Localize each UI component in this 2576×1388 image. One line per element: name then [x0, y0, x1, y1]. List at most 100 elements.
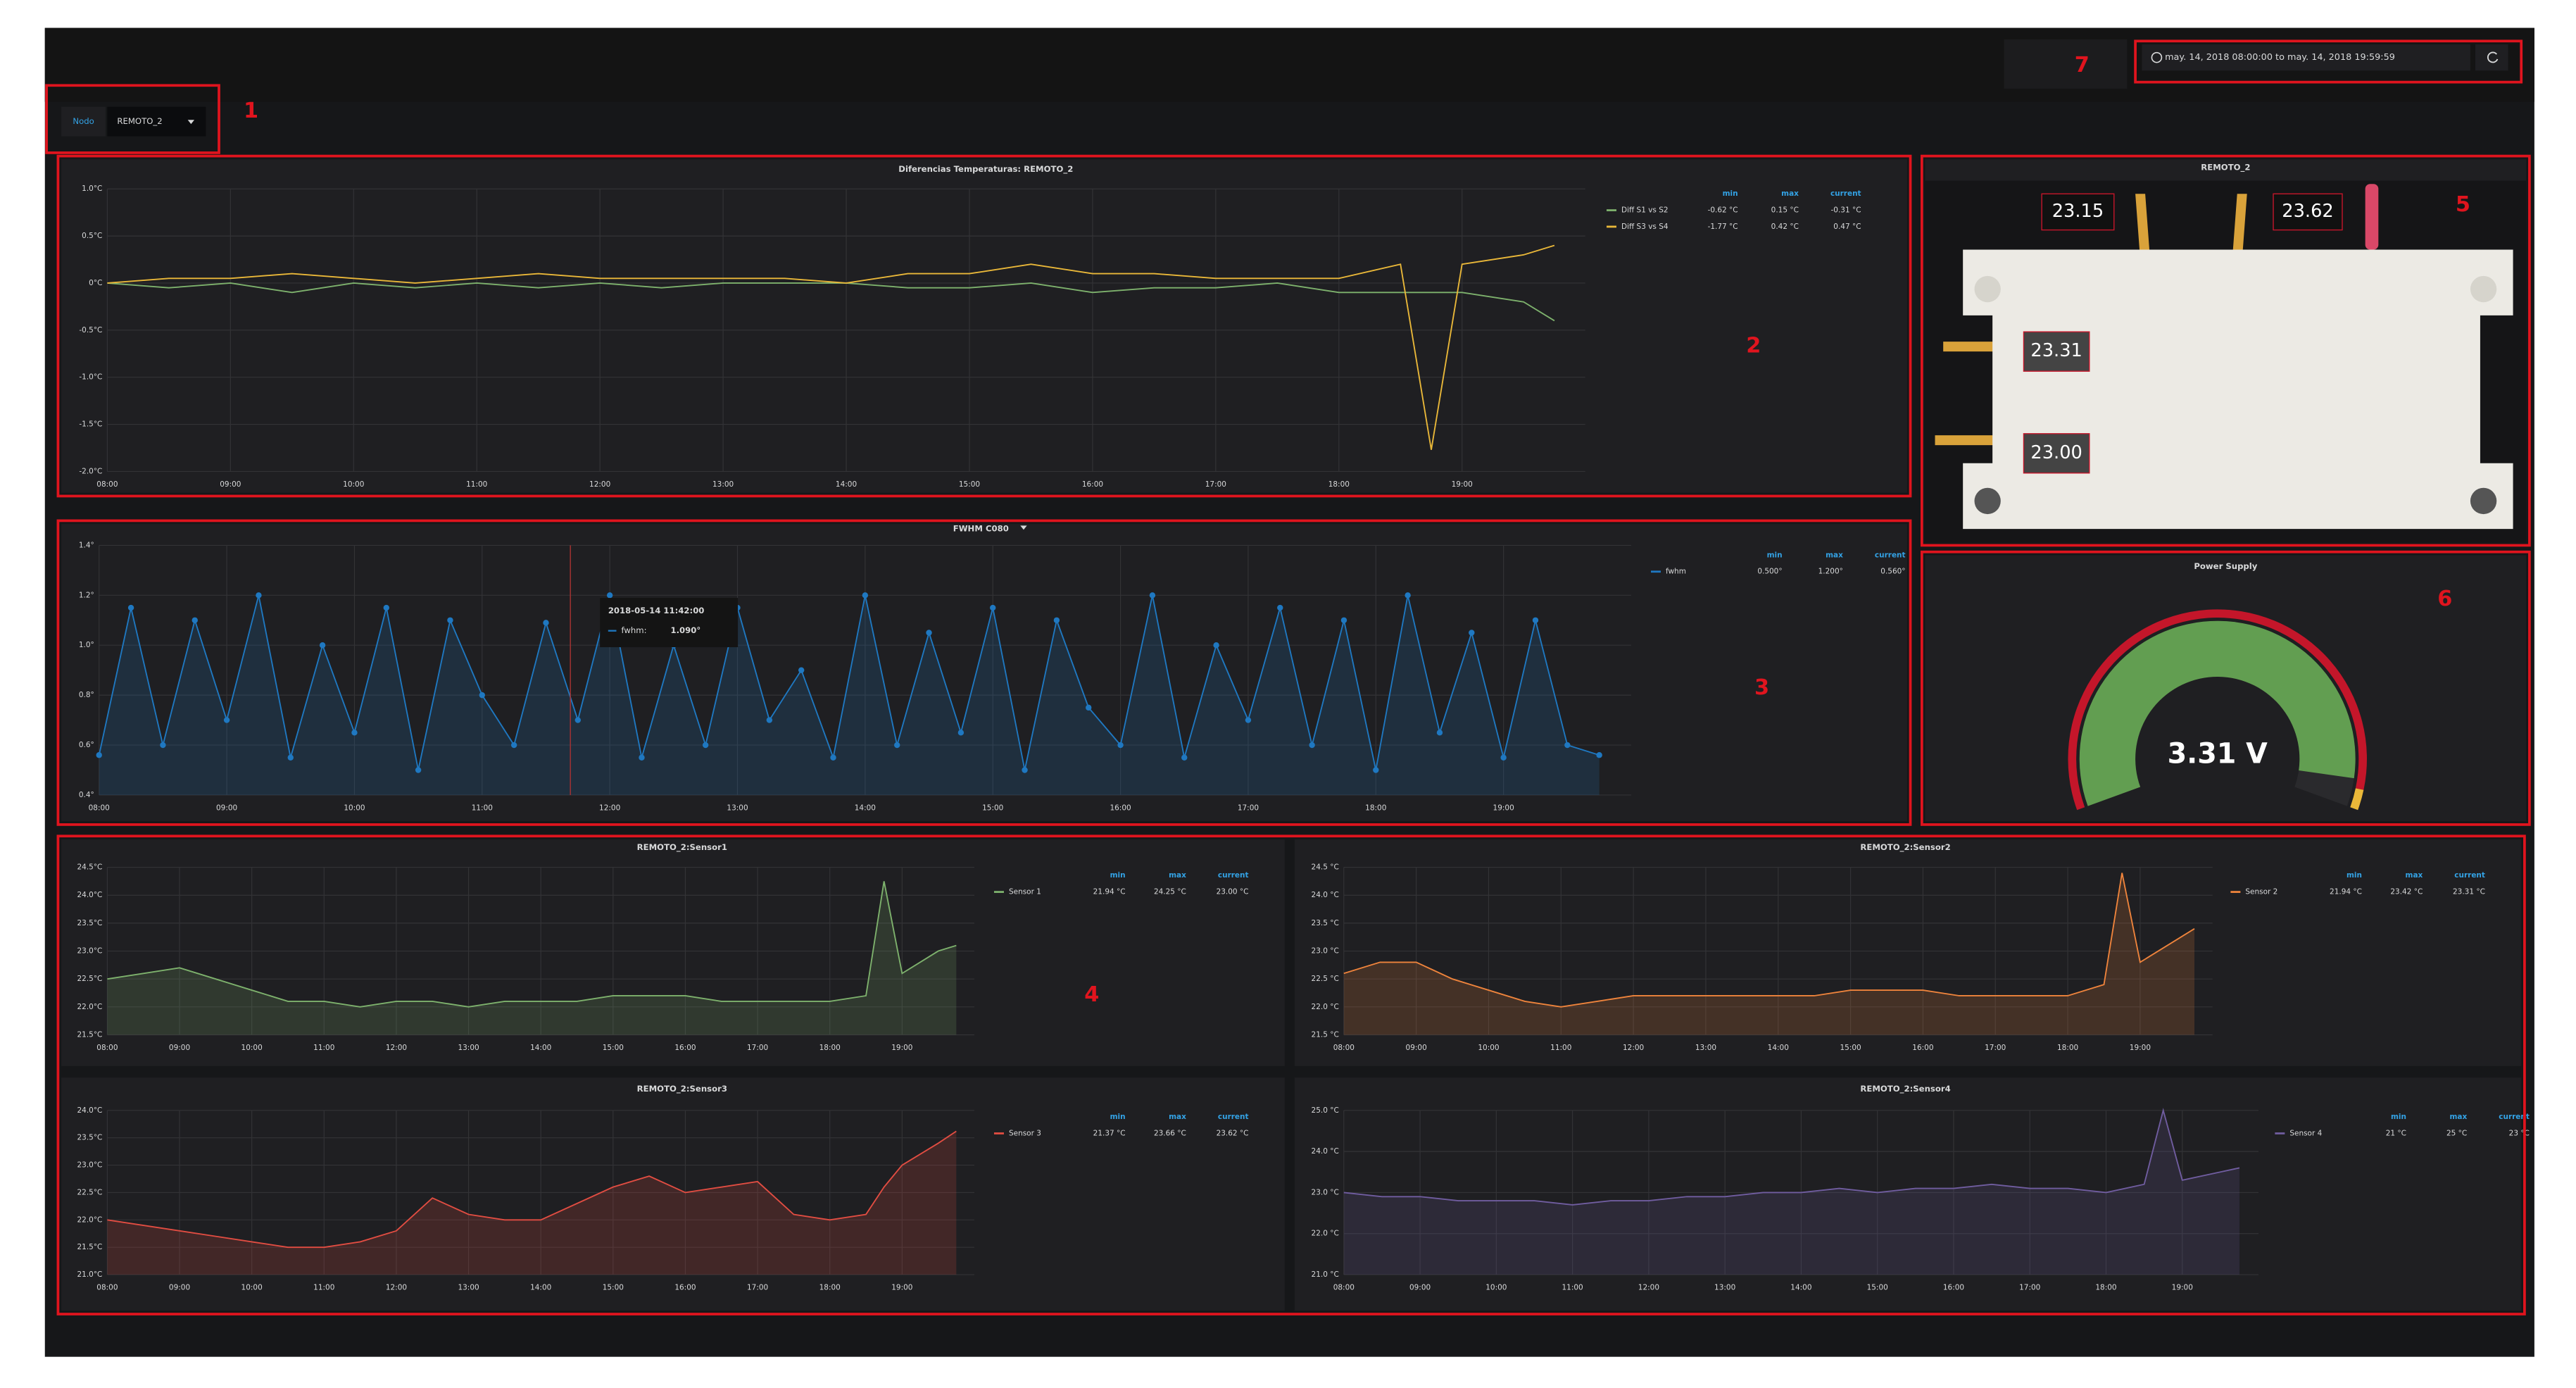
tooltip-time: 2018-05-14 11:42:00 — [608, 606, 705, 615]
x-tick-label: 11:00 — [313, 1284, 334, 1292]
series-point — [287, 754, 294, 761]
y-tick-label: 24.5°C — [77, 863, 102, 872]
chart-title: REMOTO_2:Sensor2 — [1860, 842, 1950, 853]
series-point — [1500, 754, 1507, 761]
y-tick-label: -1.5°C — [79, 420, 102, 429]
series-point — [223, 717, 230, 723]
y-tick-label: 23.0 °C — [1312, 1188, 1339, 1196]
value-box — [2023, 331, 2090, 372]
annotation-box — [56, 834, 2526, 1315]
x-tick-label: 09:00 — [169, 1284, 190, 1292]
x-tick-label: 16:00 — [1082, 480, 1103, 489]
x-tick-label: 17:00 — [747, 1044, 768, 1052]
legend-value: -1.77 °C — [1708, 223, 1738, 231]
series-point — [798, 667, 805, 673]
legend-value: -0.31 °C — [1831, 206, 1861, 215]
y-tick-label: 24.0°C — [77, 891, 102, 899]
sensor-value: 23.15 — [2052, 201, 2104, 222]
series-point — [383, 604, 389, 611]
variable-value[interactable]: REMOTO_2 — [117, 116, 162, 126]
series-point — [830, 754, 836, 761]
series-point — [702, 742, 709, 749]
x-tick-label: 09:00 — [169, 1044, 190, 1052]
enclosure — [1963, 249, 2513, 530]
x-tick-label: 11:00 — [1550, 1044, 1571, 1052]
annotation-box — [1920, 154, 2531, 547]
x-tick-label: 15:00 — [1867, 1284, 1888, 1292]
x-tick-label: 14:00 — [530, 1284, 551, 1292]
x-tick-label: 13:00 — [1695, 1044, 1716, 1052]
legend-value: 21 °C — [2386, 1129, 2406, 1137]
series-point — [1053, 617, 1060, 623]
value-box — [2273, 193, 2343, 231]
panel — [1294, 1077, 2522, 1311]
annotation-box — [56, 519, 1912, 826]
time-picker[interactable] — [2142, 44, 2470, 71]
annotation-number: 3 — [1754, 675, 1769, 700]
y-tick-label: 22.0°C — [77, 1215, 102, 1224]
legend-value: 24.25 °C — [1154, 888, 1186, 896]
x-tick-label: 12:00 — [589, 480, 610, 489]
annotation-number: 5 — [2456, 192, 2470, 217]
series-point — [1436, 730, 1443, 736]
panel — [61, 524, 1907, 822]
y-tick-label: 1.4° — [79, 541, 94, 549]
x-tick-label: 14:00 — [855, 804, 876, 813]
charts: Diferencias Temperaturas: REMOTO_2 1.0°C 0… — [77, 164, 2529, 1292]
x-tick-label: 09:00 — [1406, 1044, 1427, 1052]
series-point — [1309, 742, 1315, 749]
x-tick-label: 16:00 — [674, 1284, 696, 1292]
legend-value: 0.47 °C — [1833, 223, 1861, 231]
series-line — [107, 244, 1555, 450]
refresh-button[interactable] — [2475, 44, 2508, 71]
hole — [2470, 275, 2497, 303]
panel-title: REMOTO_2 — [2201, 162, 2250, 173]
legend-header: current — [1875, 551, 1906, 559]
legend-header: current — [1218, 1113, 1249, 1121]
x-tick-label: 14:00 — [836, 480, 857, 489]
legend-header: min — [2346, 871, 2362, 880]
legend-value: 1.200° — [1818, 568, 1843, 576]
variable-label: Nodo — [73, 116, 94, 126]
value-box — [2023, 433, 2090, 474]
y-tick-label: 23.0°C — [77, 947, 102, 956]
legend-header: max — [1169, 871, 1186, 880]
y-tick-label: 24.5 °C — [1312, 863, 1339, 872]
hole — [2470, 487, 2497, 515]
y-tick-label: 24.0 °C — [1312, 891, 1339, 899]
y-tick-label: 0.4° — [79, 791, 94, 799]
x-tick-label: 11:00 — [313, 1044, 334, 1052]
x-tick-label: 19:00 — [891, 1044, 912, 1052]
x-tick-label: 18:00 — [819, 1284, 841, 1292]
legend-header: max — [2406, 871, 2423, 880]
annotation-number: 7 — [2075, 53, 2090, 77]
series-point — [1564, 742, 1571, 749]
legend-value: 23 °C — [2509, 1129, 2530, 1137]
series-point — [926, 630, 932, 636]
legend-value: 0.500° — [1757, 568, 1782, 576]
y-tick-label: 23.5°C — [77, 919, 102, 927]
time-range[interactable]: may. 14, 2018 08:00:00 to may. 14, 2018 … — [2165, 52, 2395, 63]
series-area — [107, 1131, 957, 1275]
panel — [61, 1077, 1285, 1311]
hole — [1974, 275, 2001, 303]
series-point — [1373, 767, 1379, 773]
x-tick-label: 09:00 — [220, 480, 241, 489]
y-tick-label: 0.6° — [79, 741, 94, 749]
series-point — [606, 592, 613, 599]
series-point — [510, 742, 517, 749]
clock-icon — [2151, 51, 2163, 63]
annotation-number: 6 — [2437, 587, 2452, 611]
legend-header: current — [1830, 189, 1861, 198]
legend-value: 0.42 °C — [1771, 223, 1799, 231]
sensor-value: 23.31 — [2030, 340, 2082, 361]
legend-name: Sensor 4 — [2289, 1129, 2322, 1137]
x-tick-label: 15:00 — [603, 1284, 624, 1292]
series-point — [256, 592, 262, 599]
y-tick-label: 21.0°C — [77, 1270, 102, 1279]
legend-value: -0.62 °C — [1708, 206, 1738, 215]
series-point — [574, 717, 582, 723]
legend-header: min — [1110, 1113, 1126, 1121]
series-line — [107, 881, 957, 1008]
x-tick-label: 17:00 — [2019, 1284, 2040, 1292]
